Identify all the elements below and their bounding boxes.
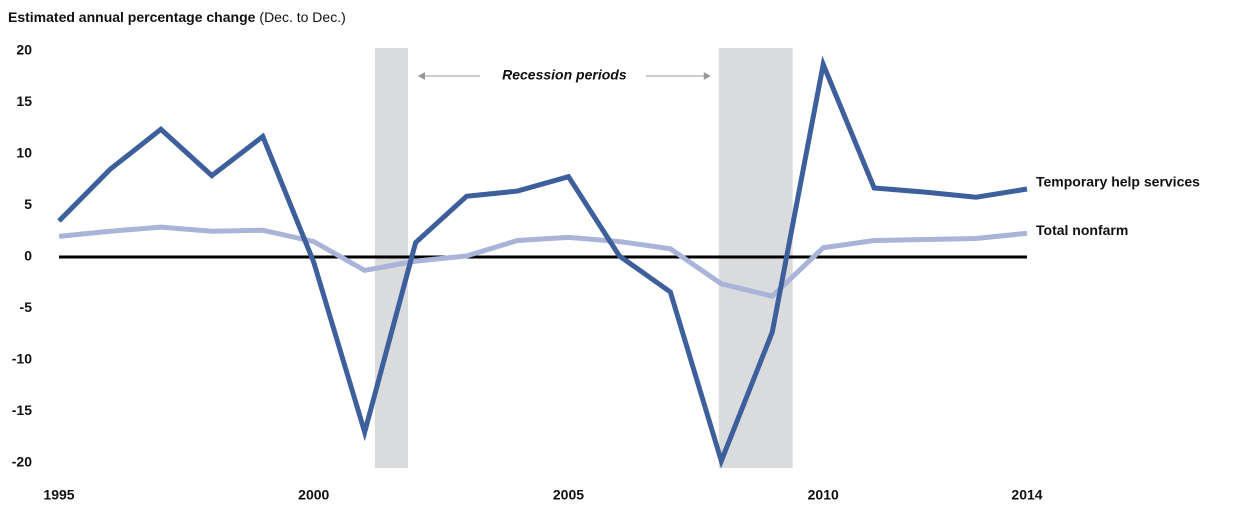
series-label: Temporary help services bbox=[1036, 174, 1200, 190]
x-tick-label: 1995 bbox=[43, 487, 74, 503]
x-tick-label: 2010 bbox=[808, 487, 839, 503]
series-label: Total nonfarm bbox=[1036, 222, 1128, 238]
x-tick-label: 2005 bbox=[553, 487, 584, 503]
recession-annotation: Recession periods bbox=[502, 67, 627, 83]
y-tick-label: -5 bbox=[20, 299, 33, 315]
chart-title-line: Estimated annual percentage change (Dec. … bbox=[8, 9, 346, 25]
arrow-head bbox=[417, 72, 425, 80]
y-tick-label: 20 bbox=[16, 42, 32, 58]
x-tick-label: 2000 bbox=[298, 487, 329, 503]
y-tick-label: 10 bbox=[16, 145, 32, 161]
y-tick-label: 15 bbox=[16, 93, 32, 109]
chart-subtitle: (Dec. to Dec.) bbox=[259, 9, 345, 25]
x-tick-label: 2014 bbox=[1011, 487, 1042, 503]
series-line bbox=[58, 224, 1028, 299]
y-tick-label: 5 bbox=[24, 196, 32, 212]
y-tick-label: 0 bbox=[24, 248, 32, 264]
y-tick-label: -15 bbox=[12, 402, 32, 418]
y-tick-label: -10 bbox=[12, 351, 32, 367]
series-line bbox=[57, 55, 1028, 469]
arrow-head bbox=[703, 72, 711, 80]
y-tick-label: -20 bbox=[12, 454, 32, 470]
chart-title: Estimated annual percentage change bbox=[8, 9, 256, 25]
